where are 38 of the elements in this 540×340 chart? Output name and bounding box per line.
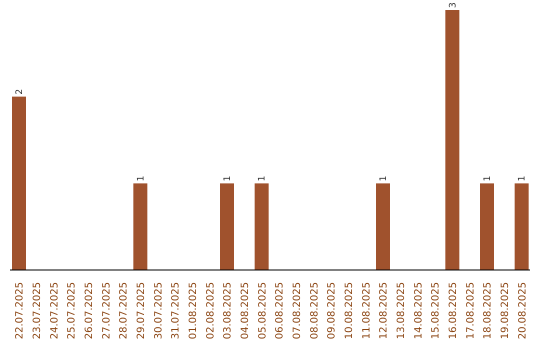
x-tick-label: 30.07.2025 [153,282,164,340]
data-label: 1 [136,176,146,182]
x-tick-label: 09.08.2025 [326,282,338,340]
x-tick-label: 17.08.2025 [465,282,476,340]
x-tick-label: 05.08.2025 [257,282,268,340]
x-tick-label: 24.07.2025 [49,282,60,340]
data-label: 1 [379,176,389,182]
x-tick-label: 27.07.2025 [101,282,112,340]
x-tick-label: 22.07.2025 [14,282,26,340]
data-label: 1 [223,176,233,182]
x-tick-label: 29.07.2025 [136,282,147,340]
x-tick-label: 25.07.2025 [66,282,78,340]
x-tick-label: 20.08.2025 [517,282,528,340]
x-tick-label: 04.08.2025 [240,282,251,340]
x-tick-label: 14.08.2025 [413,282,424,340]
x-tick-label: 08.08.2025 [309,282,320,340]
x-tick-label: 12.08.2025 [378,282,390,340]
x-tick-label: 15.08.2025 [430,282,442,340]
data-label: 1 [518,176,528,182]
x-tick-label: 11.08.2025 [361,282,372,340]
x-tick-label: 28.07.2025 [118,282,130,340]
x-tick-label: 01.08.2025 [188,282,199,340]
x-tick-label: 10.08.2025 [344,282,355,340]
x-tick-label: 31.07.2025 [170,282,182,340]
x-tick-label: 02.08.2025 [205,282,216,340]
x-tick-label: 26.07.2025 [84,282,95,340]
data-label: 1 [483,176,493,182]
data-label: 3 [448,2,458,8]
x-tick-label: 03.08.2025 [222,282,234,340]
x-tick-label: 19.08.2025 [500,282,511,340]
x-tick-label: 16.08.2025 [448,282,459,340]
x-tick-label: 18.08.2025 [482,282,494,340]
x-tick-label: 06.08.2025 [274,282,286,340]
x-tick-label: 07.08.2025 [292,282,303,340]
data-label: 2 [15,88,25,95]
x-tick-label: 13.08.2025 [396,282,407,340]
x-tick-label: 23.07.2025 [32,282,43,340]
data-label: 1 [258,176,268,182]
